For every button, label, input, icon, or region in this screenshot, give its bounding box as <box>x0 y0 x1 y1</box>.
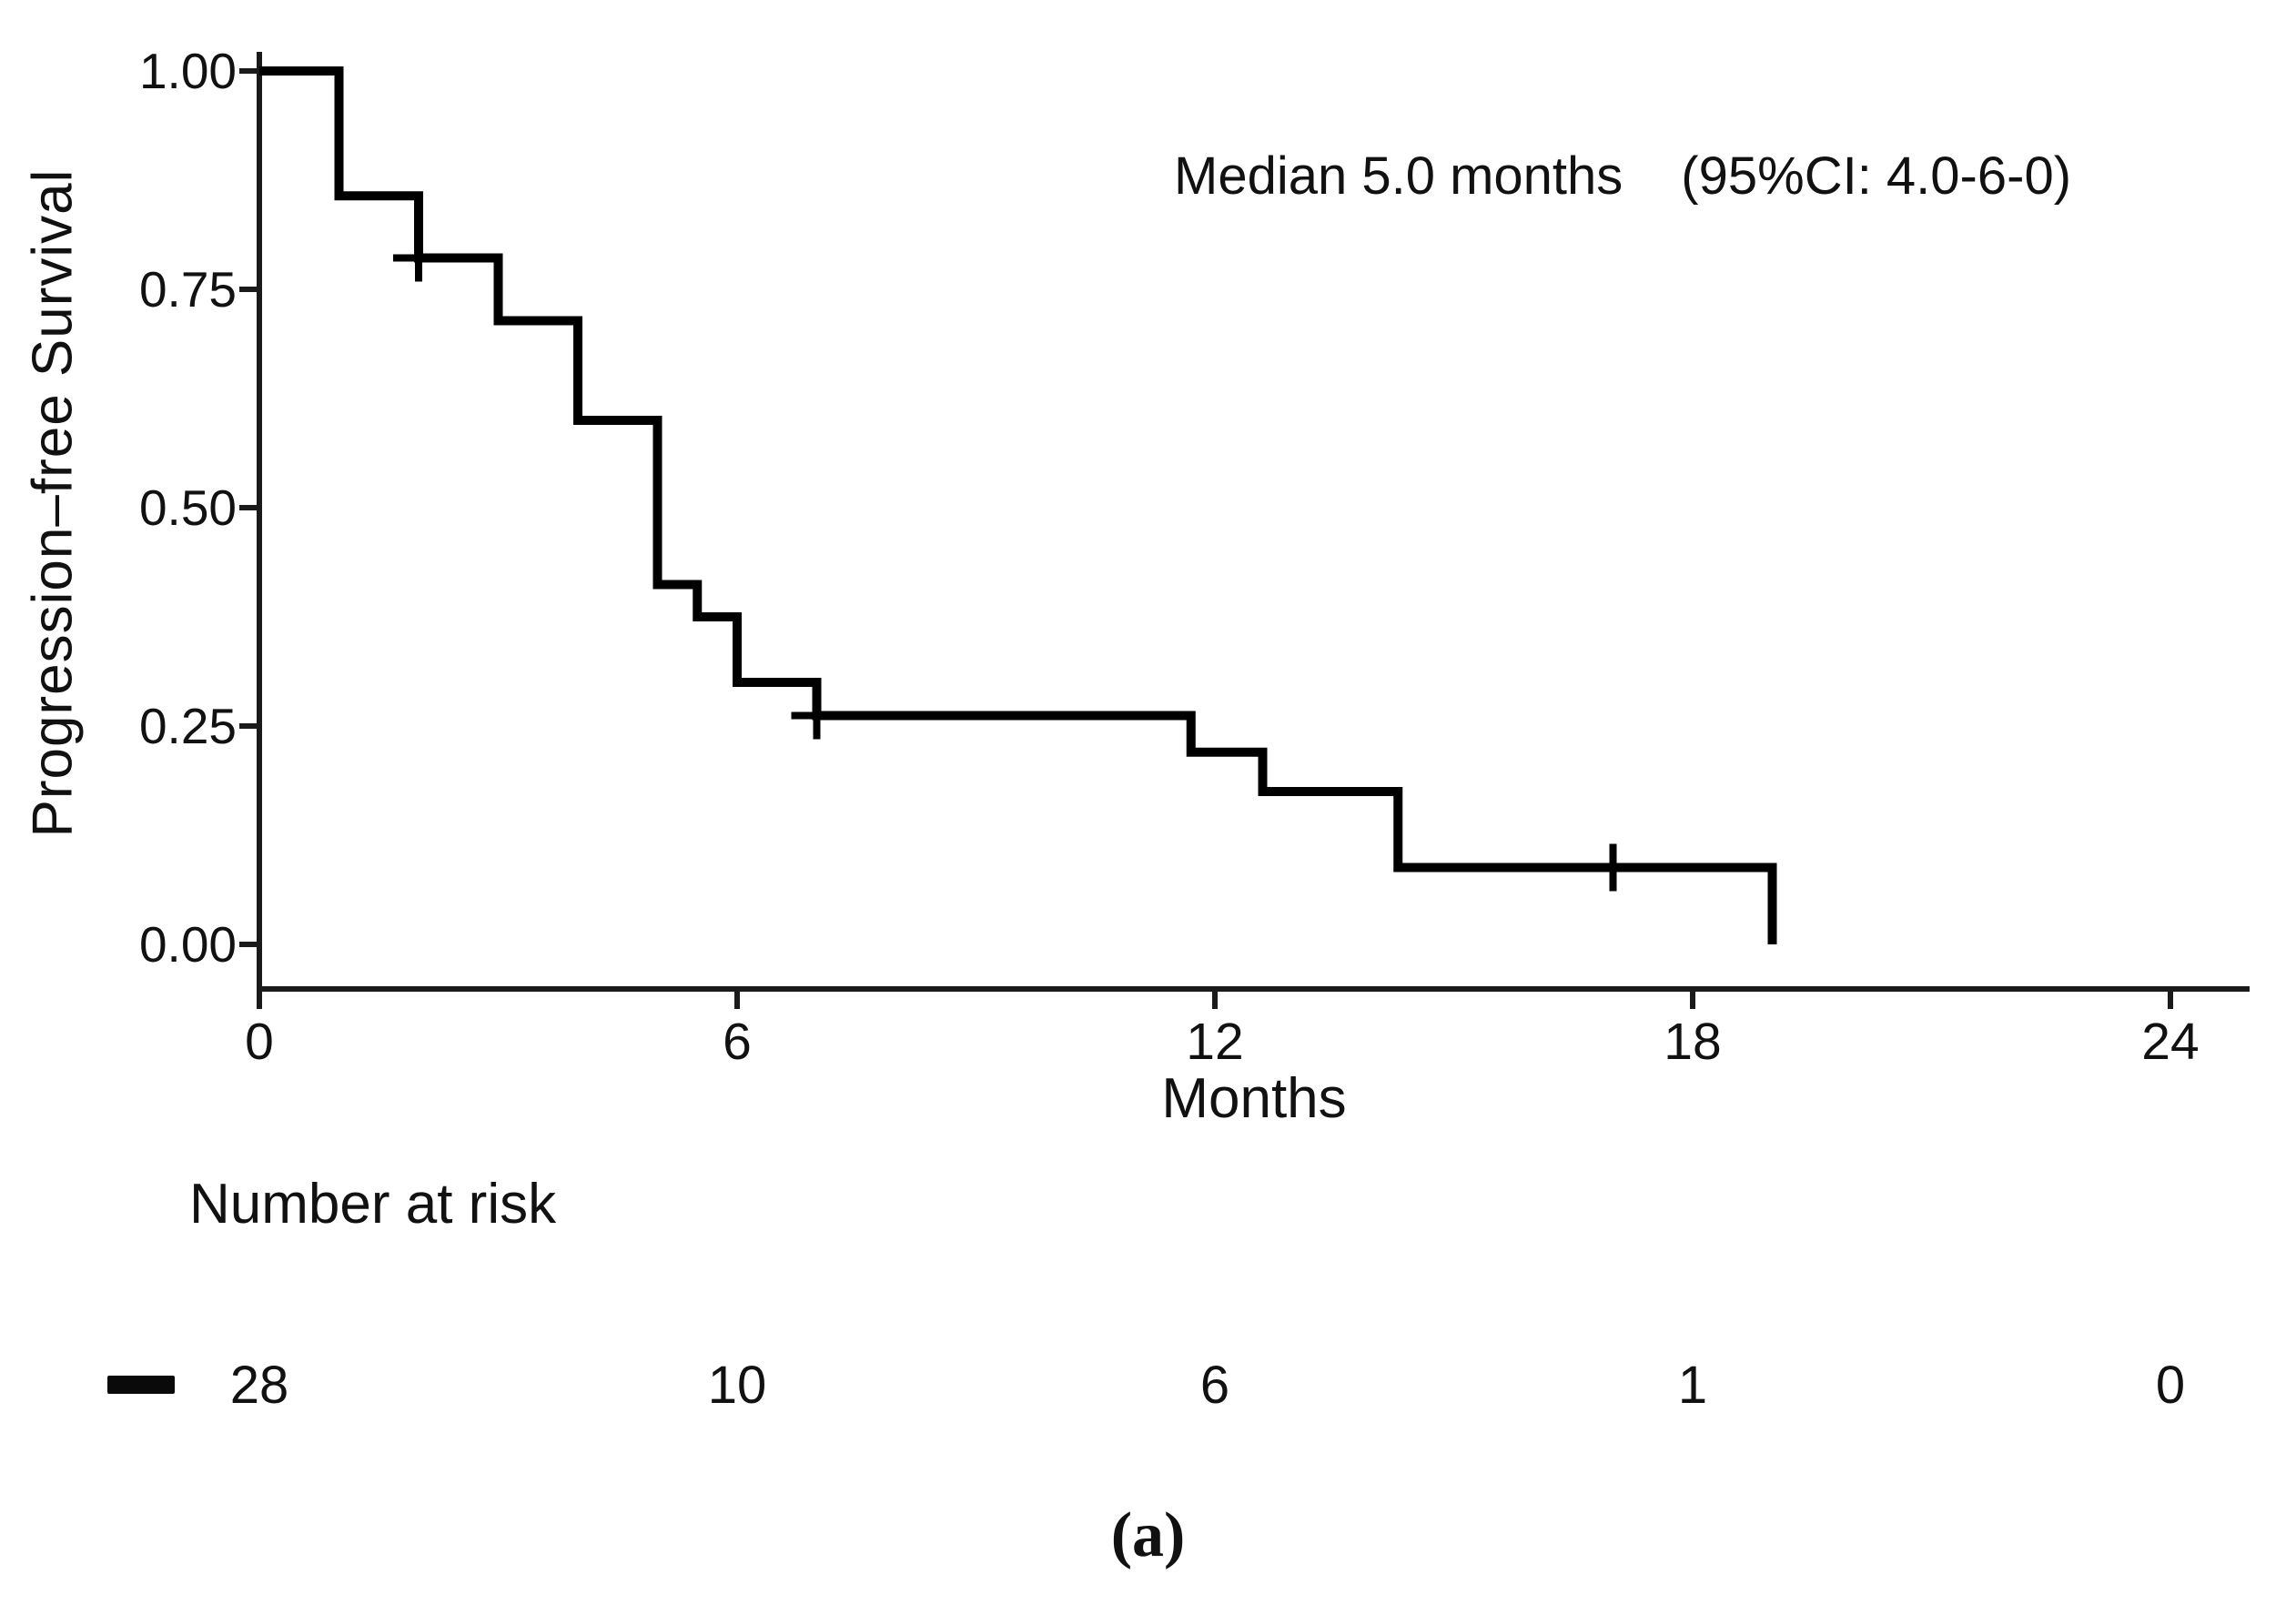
x-tick-label-24: 24 <box>2141 1013 2200 1071</box>
figure-caption: (a) <box>1110 1500 1186 1570</box>
survival-curve-group <box>259 66 1777 944</box>
median-label: Median 5.0 months <box>1174 146 1623 206</box>
y-axis-title: Progression–free Survival <box>21 168 85 838</box>
risk-count-month-24: 0 <box>2155 1356 2186 1415</box>
x-tick-label-0: 0 <box>245 1013 274 1071</box>
y-tick-label-0.50: 0.50 <box>138 479 237 536</box>
strata-legend-line <box>107 1376 175 1394</box>
x-tick-label-18: 18 <box>1664 1013 1722 1071</box>
x-axis-title: Months <box>1161 1067 1347 1130</box>
y-tick-label-0.00: 0.00 <box>138 916 237 973</box>
axes <box>239 52 2250 1009</box>
x-tick-label-12: 12 <box>1186 1013 1244 1071</box>
y-tick-label-0.25: 0.25 <box>138 698 237 754</box>
risk-count-month-12: 6 <box>1199 1356 1230 1415</box>
median-annotation: Median 5.0 months (95%CI: 4.0-6-0) <box>1174 146 2071 207</box>
risk-count-month-18: 1 <box>1677 1356 1708 1415</box>
number-at-risk-title: Number at risk <box>189 1173 557 1236</box>
x-tick-label-6: 6 <box>723 1013 752 1071</box>
y-tick-label-1.00: 1.00 <box>138 43 237 99</box>
risk-count-month-6: 10 <box>707 1356 767 1415</box>
y-tick-label-0.75: 0.75 <box>138 261 237 318</box>
ci-label: (95%CI: 4.0-6-0) <box>1681 146 2072 206</box>
risk-count-month-0: 28 <box>229 1356 289 1415</box>
